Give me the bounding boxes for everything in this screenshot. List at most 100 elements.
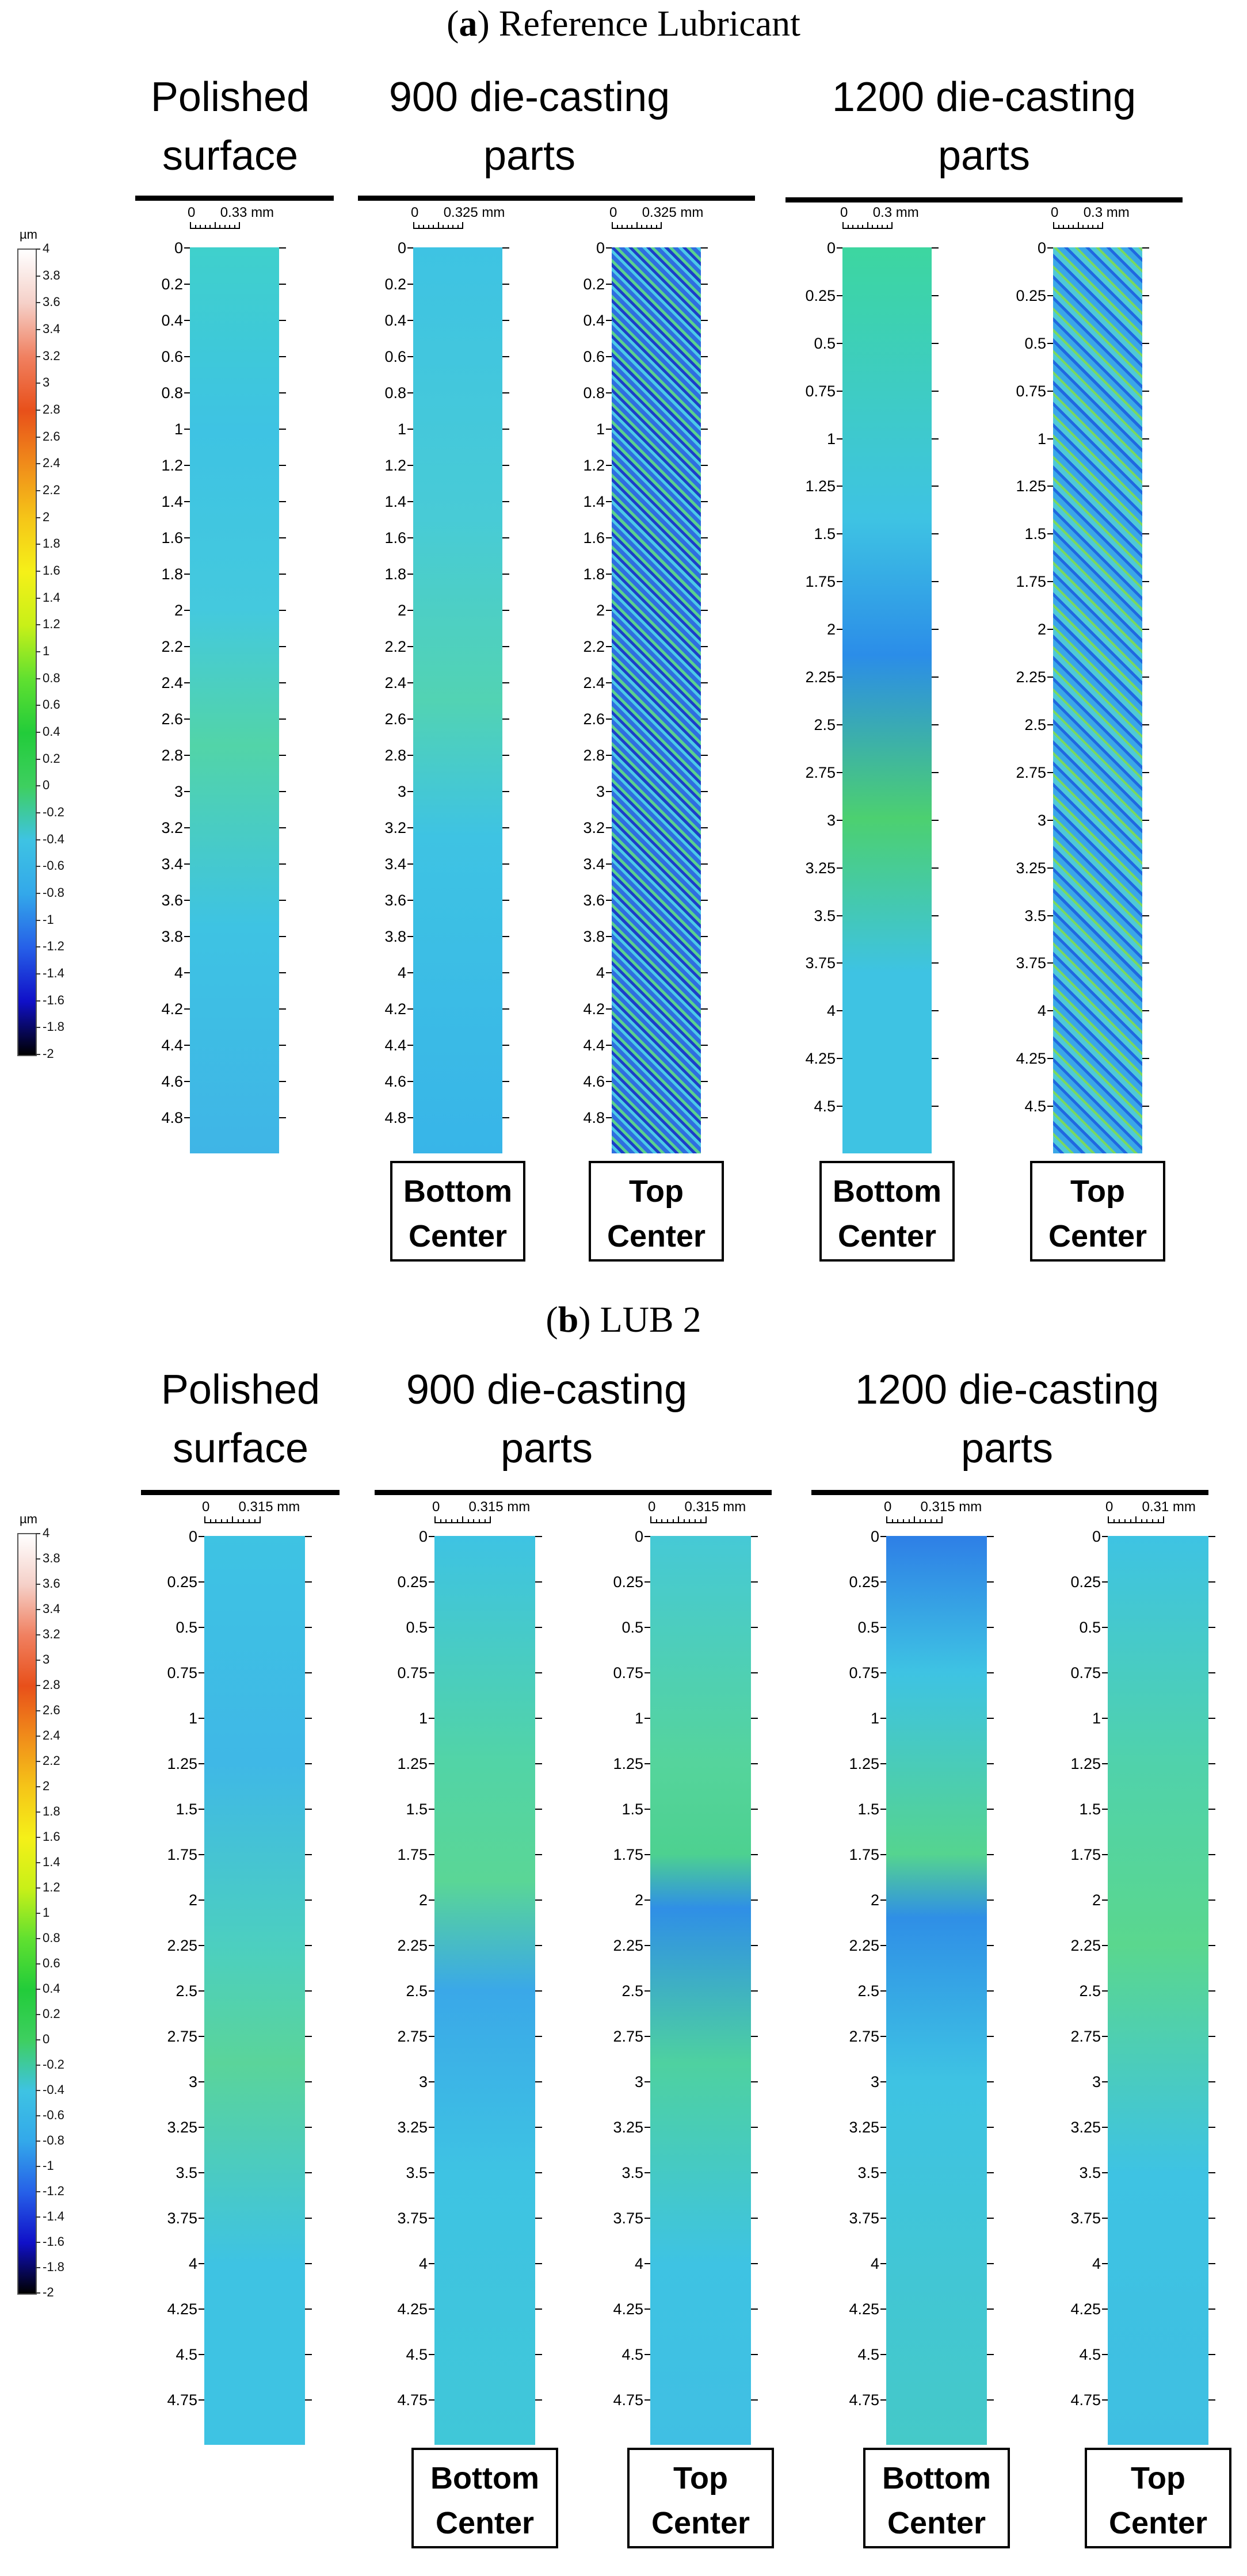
depth-tick: [1047, 1058, 1053, 1060]
scale-tick: [695, 1519, 696, 1523]
surface-scan-strip: [1108, 1536, 1208, 2445]
caption-box: Bottom Center: [863, 2448, 1010, 2548]
depth-tick: [645, 2218, 650, 2219]
depth-tick: [199, 2218, 204, 2219]
scale-tick: [636, 222, 638, 229]
colorbar-tick: [36, 812, 40, 813]
depth-tick: [1102, 1672, 1108, 1673]
depth-tick: [1047, 677, 1053, 678]
depth-tick: [1102, 1581, 1108, 1583]
depth-tick-label: 1.5: [406, 1801, 428, 1818]
group-underline: [135, 196, 334, 201]
depth-tick: [199, 2172, 204, 2173]
depth-tick-label: 2.8: [583, 747, 605, 764]
depth-tick-right: [701, 827, 708, 828]
depth-tick: [184, 465, 190, 466]
scale-tick: [209, 1519, 211, 1523]
depth-tick-label: 3.75: [167, 2210, 197, 2227]
colorbar-tick: [36, 2014, 40, 2015]
colorbar-tick: [36, 2267, 40, 2268]
depth-tick-right: [279, 1008, 286, 1010]
depth-tick-label: 4.5: [814, 1098, 836, 1115]
scale-tick: [661, 1519, 663, 1523]
scale-tick: [641, 225, 643, 229]
scale-tick: [204, 1516, 205, 1523]
scale-tick: [655, 1519, 657, 1523]
group-underline: [811, 1490, 1208, 1495]
depth-tick-label: 3.6: [384, 892, 406, 909]
depth-tick-label: 2.5: [1024, 716, 1046, 733]
depth-tick-label: 2.25: [167, 1937, 197, 1954]
depth-tick-right: [279, 574, 286, 575]
colorbar-tick-label: 0.8: [43, 1931, 60, 1945]
depth-tick-right: [305, 2172, 312, 2173]
depth-tick-label: 1.25: [849, 1755, 879, 1772]
depth-tick-right: [279, 320, 286, 321]
depth-tick: [199, 2309, 204, 2310]
depth-tick-label: 4.6: [161, 1073, 183, 1090]
depth-tick: [1102, 2399, 1108, 2401]
depth-tick: [184, 1008, 190, 1010]
depth-tick-label: 1.5: [621, 1801, 643, 1818]
depth-tick-label: 3: [1037, 811, 1046, 829]
scale-tick: [204, 225, 206, 229]
colorbar-tick: [36, 1609, 40, 1610]
depth-tick-right: [305, 2127, 312, 2128]
depth-tick: [880, 1854, 886, 1855]
depth-tick-label: 3.75: [1016, 954, 1046, 972]
depth-tick: [407, 429, 413, 430]
depth-tick-right: [987, 2263, 994, 2264]
scale-tick: [209, 225, 211, 229]
depth-tick-right: [305, 1899, 312, 1901]
scale-tick: [1119, 1519, 1120, 1523]
depth-tick-right: [1208, 1854, 1215, 1855]
depth-tick-label: 3: [188, 2073, 197, 2090]
depth-tick-right: [535, 1718, 542, 1719]
depth-tick-right: [1142, 1106, 1149, 1107]
depth-tick: [606, 320, 612, 321]
colorbar-tick-label: 1.2: [43, 617, 60, 632]
colorbar-tick-label: 3.8: [43, 267, 60, 282]
colorbar-tick-label: 3.2: [43, 1627, 60, 1641]
depth-tick: [1047, 771, 1053, 773]
depth-tick: [1102, 2172, 1108, 2173]
depth-tick-right: [305, 1627, 312, 1628]
depth-tick: [407, 501, 413, 502]
scale-tick: [700, 1519, 701, 1523]
colorbar-tick: [36, 544, 40, 545]
scale-tick: [941, 1516, 943, 1523]
colorbar-tick: [36, 249, 40, 250]
depth-tick-right: [751, 1536, 758, 1537]
scale-tick: [872, 225, 874, 229]
depth-tick: [880, 1718, 886, 1719]
depth-tick-right: [751, 1854, 758, 1855]
scale-tick: [479, 1519, 480, 1523]
scale-tick: [1146, 1519, 1148, 1523]
group-header-1200: 1200 die-casting parts: [832, 74, 1137, 179]
scale-tick: [260, 1516, 261, 1523]
depth-tick-label: 2.75: [397, 2028, 428, 2045]
depth-tick: [645, 2172, 650, 2173]
depth-tick-label: 3: [397, 783, 406, 800]
depth-tick-label: 2.25: [1070, 1937, 1101, 1954]
depth-tick-right: [279, 465, 286, 466]
surface-scan-strip: [204, 1536, 305, 2445]
depth-tick: [1102, 1945, 1108, 1946]
depth-tick-label: 0.8: [583, 384, 605, 402]
depth-tick: [407, 1081, 413, 1082]
colorbar-gradient: [17, 1533, 37, 2295]
colorbar-tick-label: 1.8: [43, 1804, 60, 1818]
depth-tick-right: [932, 1010, 939, 1012]
depth-tick-right: [535, 1627, 542, 1628]
depth-tick-label: 3: [634, 2073, 643, 2090]
depth-tick-right: [1142, 962, 1149, 964]
depth-tick: [407, 574, 413, 575]
scale-tick: [1141, 1519, 1142, 1523]
depth-tick-right: [279, 936, 286, 937]
colorbar-tick-label: 0: [43, 778, 50, 793]
depth-tick: [1102, 1763, 1108, 1764]
scale-tick: [226, 1519, 228, 1523]
colorbar-tick: [36, 946, 40, 948]
depth-tick-right: [987, 1536, 994, 1537]
depth-tick: [645, 2127, 650, 2128]
